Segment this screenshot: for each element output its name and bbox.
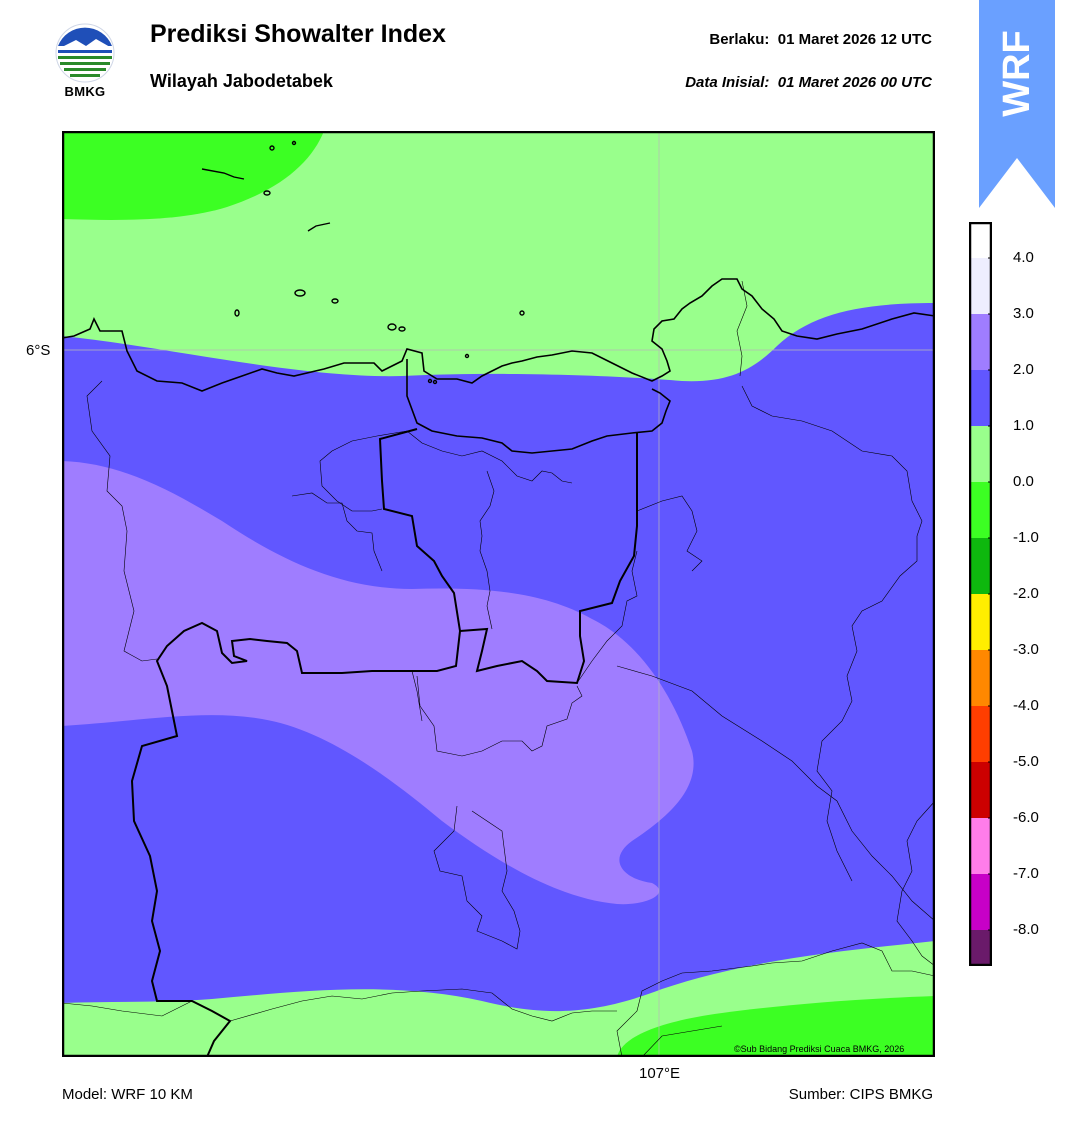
init-time-value: 01 Maret 2026 00 UTC — [777, 74, 932, 91]
colorbar-tick-label: 1.0 — [1013, 417, 1034, 434]
valid-time: Berlaku: 01 Maret 2026 12 UTC — [709, 31, 932, 48]
colorbar-top-segment — [969, 222, 992, 258]
colorbar-segment — [969, 426, 992, 482]
colorbar-tick-label: -1.0 — [1013, 529, 1039, 546]
map-title: Prediksi Showalter Index — [150, 20, 446, 48]
colorbar-tick-label: 4.0 — [1013, 249, 1034, 266]
colorbar-segment — [969, 538, 992, 594]
colorbar — [969, 222, 992, 966]
fill-2-to-3 — [62, 461, 694, 905]
logo-text: BMKG — [64, 84, 106, 99]
colorbar-tick-label: -8.0 — [1013, 921, 1039, 938]
wrf-badge-text: WRF — [995, 29, 1038, 117]
forecast-map — [62, 131, 935, 1057]
latitude-label: 6°S — [26, 342, 51, 359]
fill-minus1-to-0-se — [617, 996, 935, 1057]
colorbar-segment — [969, 650, 992, 706]
source-label: Sumber: CIPS BMKG — [788, 1086, 933, 1103]
colorbar-tick-label: -6.0 — [1013, 809, 1039, 826]
model-label: Model: WRF 10 KM — [62, 1086, 193, 1103]
colorbar-segment — [969, 258, 992, 314]
colorbar-tick-label: -3.0 — [1013, 641, 1039, 658]
valid-time-label: Berlaku: — [709, 31, 770, 48]
fill-minus1-to-0-nw — [62, 131, 324, 220]
init-time: Data Inisial: 01 Maret 2026 00 UTC — [685, 74, 932, 91]
colorbar-tick-label: -7.0 — [1013, 865, 1039, 882]
colorbar-tick-label: -5.0 — [1013, 753, 1039, 770]
longitude-label: 107°E — [639, 1065, 681, 1082]
colorbar-segment — [969, 874, 992, 930]
province-border — [130, 428, 462, 1057]
colorbar-segment — [969, 762, 992, 818]
colorbar-tick-label: 3.0 — [1013, 305, 1034, 322]
colorbar-segment — [969, 314, 992, 370]
colorbar-segment — [969, 930, 992, 966]
colorbar-segment — [969, 482, 992, 538]
colorbar-segment — [969, 370, 992, 426]
coastline — [62, 278, 935, 392]
colorbar-segment — [969, 818, 992, 874]
map-subtitle: Wilayah Jabodetabek — [150, 71, 333, 91]
colorbar-tick-label: -2.0 — [1013, 585, 1039, 602]
colorbar-tick-label: 0.0 — [1013, 473, 1034, 490]
colorbar-tick-label: -4.0 — [1013, 697, 1039, 714]
colorbar-segment — [969, 706, 992, 762]
colorbar-tick-label: 2.0 — [1013, 361, 1034, 378]
colorbar-segment — [969, 594, 992, 650]
init-time-label: Data Inisial: — [685, 74, 770, 91]
bmkg-logo-icon — [55, 23, 115, 83]
wrf-badge — [979, 0, 1055, 208]
valid-time-value: 01 Maret 2026 12 UTC — [777, 31, 932, 48]
map-credit: ©Sub Bidang Prediksi Cuaca BMKG, 2026 — [734, 1044, 905, 1054]
